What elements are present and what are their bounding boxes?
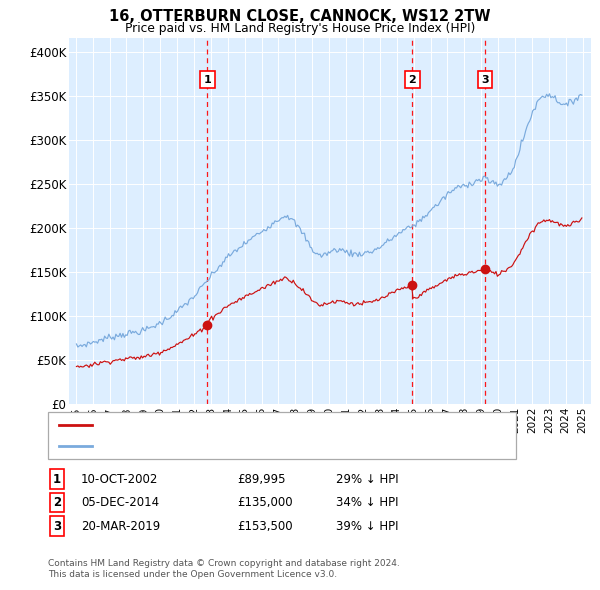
Text: 20-MAR-2019: 20-MAR-2019: [81, 520, 160, 533]
Text: £89,995: £89,995: [237, 473, 286, 486]
Text: 3: 3: [481, 75, 489, 85]
Text: This data is licensed under the Open Government Licence v3.0.: This data is licensed under the Open Gov…: [48, 571, 337, 579]
Text: Contains HM Land Registry data © Crown copyright and database right 2024.: Contains HM Land Registry data © Crown c…: [48, 559, 400, 568]
Text: Price paid vs. HM Land Registry's House Price Index (HPI): Price paid vs. HM Land Registry's House …: [125, 22, 475, 35]
Text: 29% ↓ HPI: 29% ↓ HPI: [336, 473, 398, 486]
Text: 1: 1: [203, 75, 211, 85]
Text: 10-OCT-2002: 10-OCT-2002: [81, 473, 158, 486]
Text: 2: 2: [409, 75, 416, 85]
Text: 2: 2: [53, 496, 61, 509]
Text: 1: 1: [53, 473, 61, 486]
Text: £153,500: £153,500: [237, 520, 293, 533]
Text: 3: 3: [53, 520, 61, 533]
Text: 16, OTTERBURN CLOSE, CANNOCK, WS12 2TW (detached house): 16, OTTERBURN CLOSE, CANNOCK, WS12 2TW (…: [99, 420, 454, 430]
Text: HPI: Average price, detached house, Cannock Chase: HPI: Average price, detached house, Cann…: [99, 441, 386, 451]
Text: 34% ↓ HPI: 34% ↓ HPI: [336, 496, 398, 509]
Text: 16, OTTERBURN CLOSE, CANNOCK, WS12 2TW: 16, OTTERBURN CLOSE, CANNOCK, WS12 2TW: [109, 9, 491, 24]
Text: £135,000: £135,000: [237, 496, 293, 509]
Text: 05-DEC-2014: 05-DEC-2014: [81, 496, 159, 509]
Text: 39% ↓ HPI: 39% ↓ HPI: [336, 520, 398, 533]
